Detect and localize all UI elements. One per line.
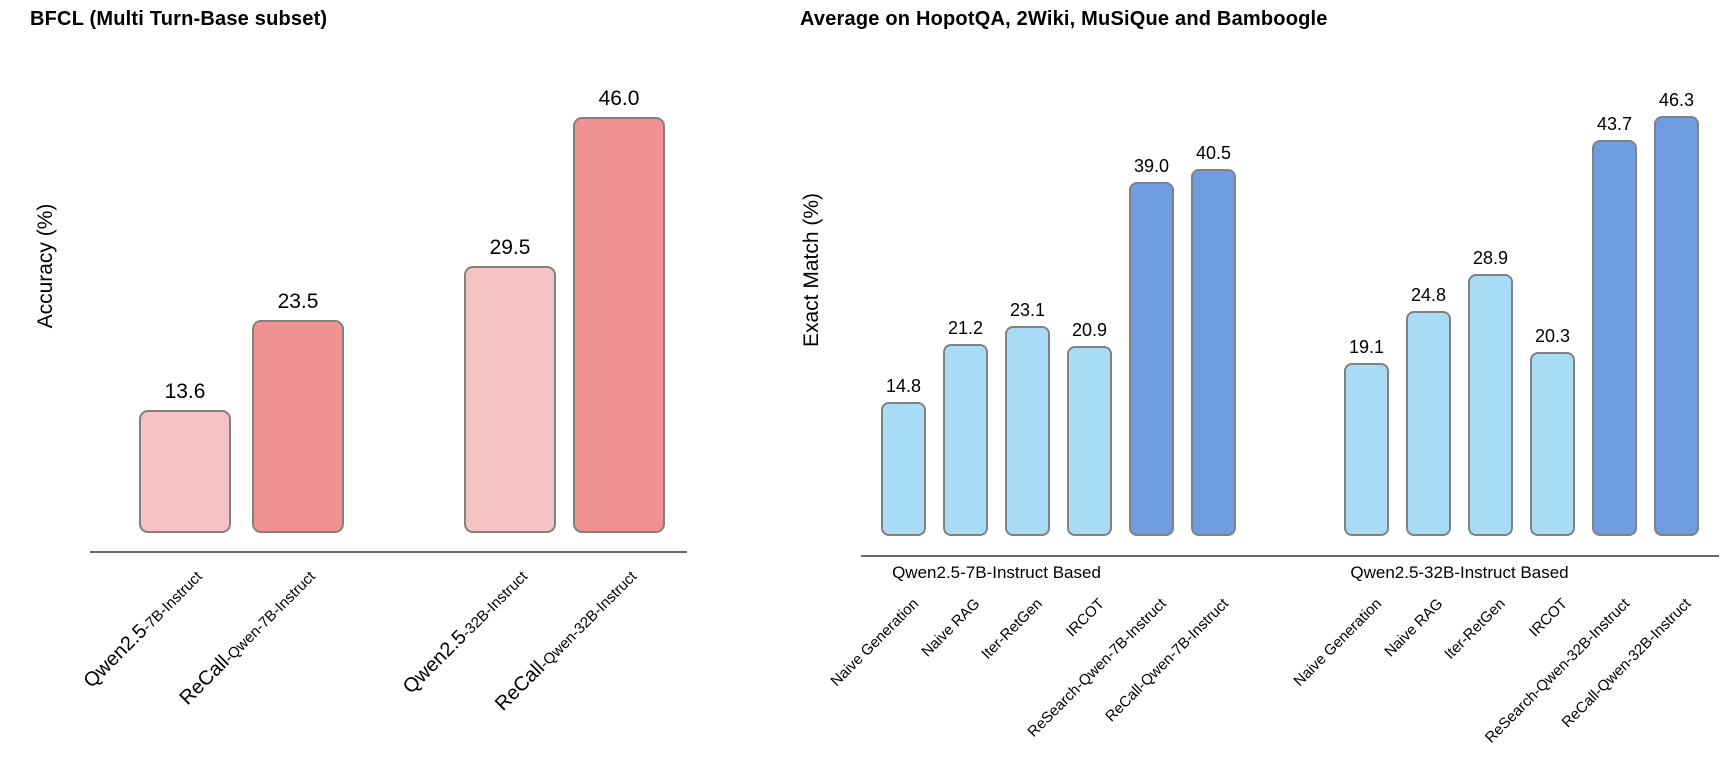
bar-value-label: 20.3 bbox=[1534, 326, 1571, 346]
x-tick-label: IRCOT bbox=[1525, 595, 1571, 641]
bar bbox=[1191, 169, 1236, 536]
bar-value-label: 24.8 bbox=[1410, 285, 1447, 305]
bar bbox=[1344, 363, 1389, 536]
chart-title-bfcl: BFCL (Multi Turn-Base subset) bbox=[30, 8, 328, 30]
bar bbox=[1530, 352, 1575, 536]
bar-value-label: 39.0 bbox=[1133, 156, 1170, 176]
bar bbox=[1654, 116, 1699, 536]
x-tick-label: Naive Generation bbox=[1290, 595, 1385, 690]
x-tick-label: Iter-RetGen bbox=[1441, 595, 1509, 663]
bar-value-label: 46.3 bbox=[1658, 90, 1695, 110]
bar bbox=[1067, 346, 1112, 536]
bar-value-label: 13.6 bbox=[164, 380, 206, 403]
x-tick-label: Naive RAG bbox=[1381, 595, 1447, 661]
bar-value-label: 23.1 bbox=[1009, 300, 1046, 320]
bar-value-label: 21.2 bbox=[947, 318, 984, 338]
x-axis-line-left bbox=[90, 551, 687, 553]
x-tick-label: Naive RAG bbox=[918, 595, 984, 661]
chart-title-qa-average: Average on HopotQA, 2Wiki, MuSiQue and B… bbox=[800, 8, 1328, 30]
bar-value-label: 23.5 bbox=[277, 290, 319, 313]
bar bbox=[1468, 274, 1513, 536]
bar-value-label: 43.7 bbox=[1596, 114, 1633, 134]
x-tick-label: Iter-RetGen bbox=[978, 595, 1046, 663]
x-tick-label: ReCall-Qwen-32B-Instruct bbox=[1559, 595, 1695, 732]
x-axis-line-right bbox=[861, 555, 1719, 557]
x-tick-label: IRCOT bbox=[1062, 595, 1108, 641]
bar bbox=[943, 344, 988, 536]
bar bbox=[1406, 311, 1451, 536]
bar bbox=[1129, 182, 1174, 536]
x-tick-label: Naive Generation bbox=[827, 595, 922, 690]
bar-value-label: 19.1 bbox=[1348, 337, 1385, 357]
bar-value-label: 20.9 bbox=[1071, 320, 1108, 340]
group-caption: Qwen2.5-7B-Instruct Based bbox=[892, 563, 1101, 582]
group-caption: Qwen2.5-32B-Instruct Based bbox=[1350, 563, 1569, 582]
bar-value-label: 46.0 bbox=[598, 87, 640, 110]
bar-value-label: 14.8 bbox=[885, 376, 922, 396]
bar bbox=[881, 402, 926, 536]
bar bbox=[252, 320, 344, 533]
y-axis-label-exact-match: Exact Match (%) bbox=[800, 192, 823, 348]
bar bbox=[139, 410, 231, 533]
bar bbox=[1005, 326, 1050, 536]
bar bbox=[464, 266, 556, 533]
bar-value-label: 29.5 bbox=[489, 236, 531, 259]
bar-value-label: 28.9 bbox=[1472, 248, 1509, 268]
bar bbox=[573, 117, 665, 533]
bar-value-label: 40.5 bbox=[1195, 143, 1232, 163]
bar bbox=[1592, 140, 1637, 536]
x-tick-label: ReCall-Qwen-7B-Instruct bbox=[1101, 595, 1232, 726]
